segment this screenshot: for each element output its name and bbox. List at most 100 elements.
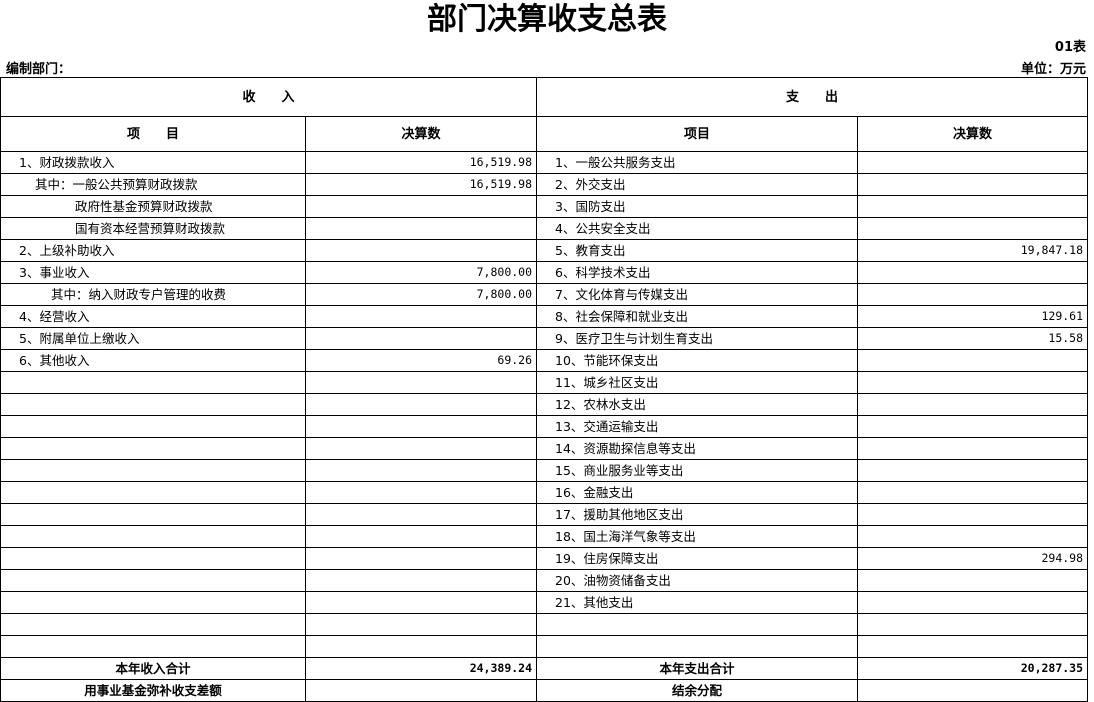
table-cell: 7,800.00 — [304, 283, 538, 306]
table-cell — [0, 415, 306, 438]
table-cell: 15、商业服务业等支出 — [536, 459, 859, 482]
table-cell: 其中：一般公共预算财政拨款 — [0, 173, 306, 196]
table-row: 12、农林水支出 — [0, 393, 1089, 416]
table-cell — [0, 591, 306, 614]
table-cell — [857, 569, 1089, 592]
table-cell: 21、其他支出 — [536, 591, 859, 614]
table-cell: 16,519.98 — [304, 151, 538, 174]
unit-label: 单位：万元 — [1020, 62, 1086, 77]
table-cell: 69.26 — [304, 349, 538, 372]
table-cell: 129.61 — [857, 305, 1089, 328]
table-cell: 支 出 — [536, 77, 1089, 117]
table-cell — [0, 371, 306, 394]
table-row: 6、其他收入 69.26 10、节能环保支出 — [0, 349, 1089, 372]
table-cell: 11、城乡社区支出 — [536, 371, 859, 394]
table-cell — [857, 195, 1089, 218]
table-cell — [536, 613, 859, 636]
table-cell: 24,389.24 — [304, 657, 538, 680]
table-cell — [304, 635, 538, 658]
table-cell: 本年收入合计 — [0, 657, 306, 680]
table-row: 2、上级补助收入 5、教育支出 19,847.18 — [0, 239, 1089, 262]
table-cell — [304, 525, 538, 548]
table-row: 3、事业收入 7,800.00 6、科学技术支出 — [0, 261, 1089, 284]
table-row: 项 目决算数 项目 决算数 — [0, 116, 1089, 152]
table-row: 收 入支 出 — [0, 77, 1089, 117]
table-cell — [857, 679, 1089, 702]
table-row: 17、援助其他地区支出 — [0, 503, 1089, 526]
table-row: 19、住房保障支出 294.98 — [0, 547, 1089, 570]
table-cell: 16,519.98 — [304, 173, 538, 196]
table-row: 用事业基金弥补收支差额 结余分配 — [0, 679, 1089, 702]
table-cell: 决算数 — [857, 116, 1089, 152]
table-row: 1、财政拨款收入 16,519.98 1、一般公共服务支出 — [0, 151, 1089, 174]
table-cell: 16、金融支出 — [536, 481, 859, 504]
table-cell: 8、社会保障和就业支出 — [536, 305, 859, 328]
table-cell: 决算数 — [304, 116, 538, 152]
table-row: 本年收入合计 24,389.24 本年支出合计 20,287.35 — [0, 657, 1089, 680]
table-cell — [304, 393, 538, 416]
table-cell: 18、国土海洋气象等支出 — [536, 525, 859, 548]
table-cell: 9、医疗卫生与计划生育支出 — [536, 327, 859, 350]
table-cell: 6、科学技术支出 — [536, 261, 859, 284]
table-cell: 2、外交支出 — [536, 173, 859, 196]
table-cell: 用事业基金弥补收支差额 — [0, 679, 306, 702]
table-cell: 本年支出合计 — [536, 657, 859, 680]
table-cell — [304, 305, 538, 328]
table-row: 4、经营收入 8、社会保障和就业支出 129.61 — [0, 305, 1089, 328]
table-row: 13、交通运输支出 — [0, 415, 1089, 438]
table-cell — [304, 503, 538, 526]
table-cell — [304, 481, 538, 504]
table-cell: 4、经营收入 — [0, 305, 306, 328]
table-cell: 政府性基金预算财政拨款 — [0, 195, 306, 218]
table-cell — [0, 459, 306, 482]
table-cell: 5、教育支出 — [536, 239, 859, 262]
table-cell — [857, 591, 1089, 614]
table-cell — [857, 349, 1089, 372]
table-cell: 14、资源勘探信息等支出 — [536, 437, 859, 460]
table-cell — [0, 503, 306, 526]
table-cell — [857, 173, 1089, 196]
table-row: 其中：纳入财政专户管理的收费 7,800.00 7、文化体育与传媒支出 — [0, 283, 1089, 306]
table-row: 18、国土海洋气象等支出 — [0, 525, 1089, 548]
table-cell — [857, 635, 1089, 658]
table-cell — [304, 547, 538, 570]
table-cell: 4、公共安全支出 — [536, 217, 859, 240]
table-cell — [0, 547, 306, 570]
budget-table: 收 入支 出项 目决算数 项目 决算数 1、财政拨款收入 16,519.98 1、一般公共… — [0, 77, 1089, 702]
table-cell: 1、一般公共服务支出 — [536, 151, 859, 174]
table-row: 21、其他支出 — [0, 591, 1089, 614]
table-cell: 3、事业收入 — [0, 261, 306, 284]
table-cell: 19,847.18 — [857, 239, 1089, 262]
table-cell: 1、财政拨款收入 — [0, 151, 306, 174]
table-cell — [857, 371, 1089, 394]
table-cell — [857, 481, 1089, 504]
table-cell — [857, 503, 1089, 526]
table-number: 01表 — [1054, 40, 1086, 55]
table-cell: 结余分配 — [536, 679, 859, 702]
table-cell: 7,800.00 — [304, 261, 538, 284]
table-cell: 其中：纳入财政专户管理的收费 — [0, 283, 306, 306]
table-cell — [304, 239, 538, 262]
table-row — [0, 635, 1089, 658]
table-cell — [857, 393, 1089, 416]
table-cell — [304, 371, 538, 394]
table-cell — [0, 437, 306, 460]
table-cell — [0, 481, 306, 504]
table-cell — [857, 283, 1089, 306]
table-row: 16、金融支出 — [0, 481, 1089, 504]
table-row: 政府性基金预算财政拨款 3、国防支出 — [0, 195, 1089, 218]
table-cell: 19、住房保障支出 — [536, 547, 859, 570]
table-cell: 国有资本经营预算财政拨款 — [0, 217, 306, 240]
table-cell — [857, 151, 1089, 174]
table-row: 20、油物资储备支出 — [0, 569, 1089, 592]
table-cell — [857, 525, 1089, 548]
table-cell: 17、援助其他地区支出 — [536, 503, 859, 526]
table-cell — [304, 415, 538, 438]
table-cell — [304, 437, 538, 460]
table-cell — [857, 415, 1089, 438]
table-cell: 7、文化体育与传媒支出 — [536, 283, 859, 306]
table-cell: 5、附属单位上缴收入 — [0, 327, 306, 350]
table-cell — [857, 459, 1089, 482]
table-cell: 项目 — [536, 116, 859, 152]
